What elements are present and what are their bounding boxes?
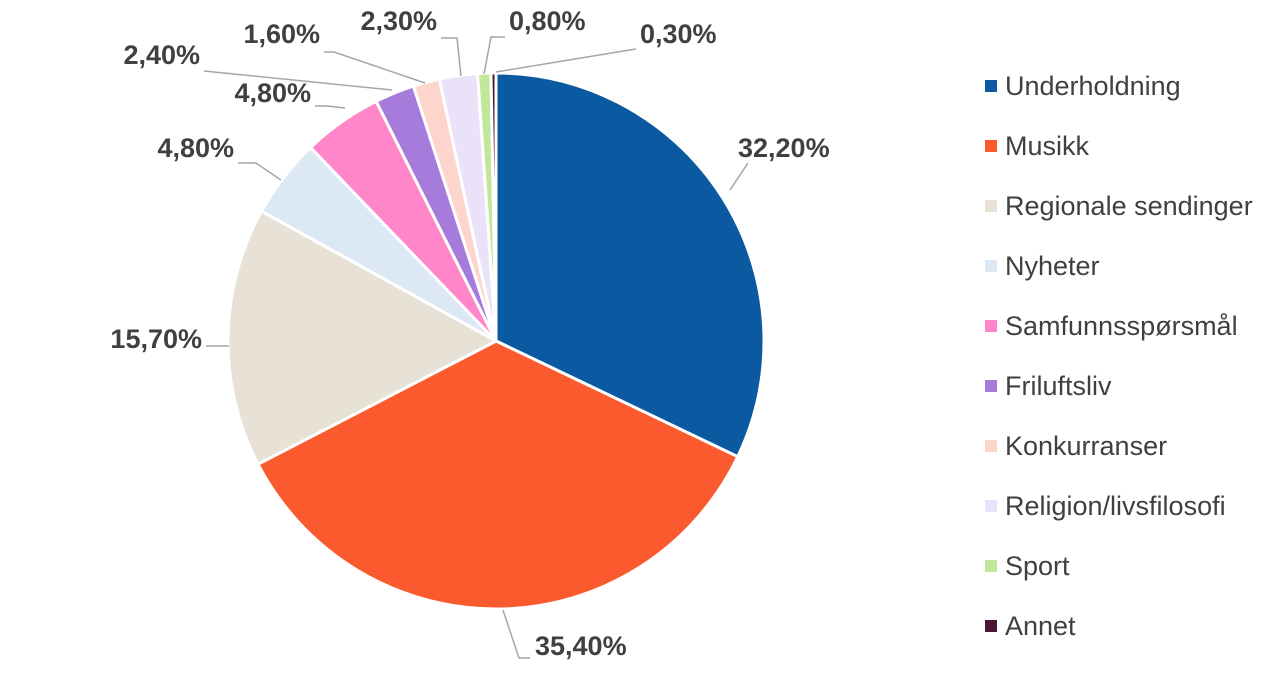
legend-swatch-9 [985, 560, 997, 572]
leader-line-7 [324, 51, 426, 84]
legend-label-9: Sport [1005, 550, 1070, 581]
leader-line-2 [502, 609, 530, 659]
leader-line-8 [441, 37, 462, 77]
data-label-10: 0,30% [640, 19, 717, 49]
pie-slice-3 [226, 209, 500, 467]
pie-slice-1 [494, 71, 766, 459]
data-label-4: 4,80% [157, 133, 234, 163]
leader-line-9 [483, 36, 505, 75]
legend-item-8: Religion/livsfilosofi [985, 476, 1284, 536]
legend-item-3: Regionale sendinger [985, 176, 1284, 236]
leader-line-6 [203, 70, 393, 91]
legend-swatch-2 [985, 140, 997, 152]
slices-layer [226, 71, 766, 611]
pie-slice-2 [255, 339, 740, 611]
leader-lines-layer [203, 36, 749, 659]
legend-item-4: Nyheter [985, 236, 1284, 296]
data-label-9: 0,80% [509, 6, 586, 36]
data-label-2: 35,40% [535, 631, 627, 661]
legend-swatch-3 [985, 200, 997, 212]
data-label-7: 1,60% [243, 19, 320, 49]
legend-item-6: Friluftsliv [985, 356, 1284, 416]
legend-item-5: Samfunnsspørsmål [985, 296, 1284, 356]
legend-item-2: Musikk [985, 116, 1284, 176]
legend-item-7: Konkurranser [985, 416, 1284, 476]
data-labels-layer: 32,20% 35,40% 15,70% 4,80%4,80% 2,40% 1,60% 2,… [110, 6, 829, 661]
legend-item-1: Underholdning [985, 56, 1284, 116]
data-label-1: 32,20% [738, 133, 830, 163]
legend-label-3: Regionale sendinger [1005, 190, 1253, 221]
legend-label-6: Friluftsliv [1005, 370, 1112, 401]
leader-line-1 [729, 162, 749, 191]
legend-label-8: Religion/livsfilosofi [1005, 490, 1226, 521]
leader-line-5 [315, 105, 346, 109]
legend-swatch-5 [985, 320, 997, 332]
legend-swatch-6 [985, 380, 997, 392]
legend-label-1: Underholdning [1005, 70, 1181, 101]
legend-label-10: Annet [1005, 610, 1076, 641]
legend-label-4: Nyheter [1005, 250, 1100, 281]
legend-label-5: Samfunnsspørsmål [1005, 310, 1238, 341]
data-label-5: 4,80% [234, 78, 311, 108]
pie-slice-10 [489, 71, 498, 342]
legend-swatch-7 [985, 440, 997, 452]
data-label-3: 15,70% [110, 324, 202, 354]
legend-swatch-4 [985, 260, 997, 272]
leader-line-10 [495, 48, 637, 73]
legend-swatch-10 [985, 620, 997, 632]
legend-item-9: Sport [985, 536, 1284, 596]
legend-swatch-8 [985, 500, 997, 512]
legend: Underholdning Musikk Regionale sendinger Ny… [985, 56, 1284, 656]
legend-label-7: Konkurranser [1005, 430, 1168, 461]
legend-label-2: Musikk [1005, 130, 1090, 161]
legend-item-10: Annet [985, 596, 1284, 656]
leader-line-4 [238, 162, 282, 181]
data-label-6: 2,40% [123, 40, 200, 70]
legend-swatch-1 [985, 80, 997, 92]
data-label-8: 2,30% [360, 6, 437, 36]
